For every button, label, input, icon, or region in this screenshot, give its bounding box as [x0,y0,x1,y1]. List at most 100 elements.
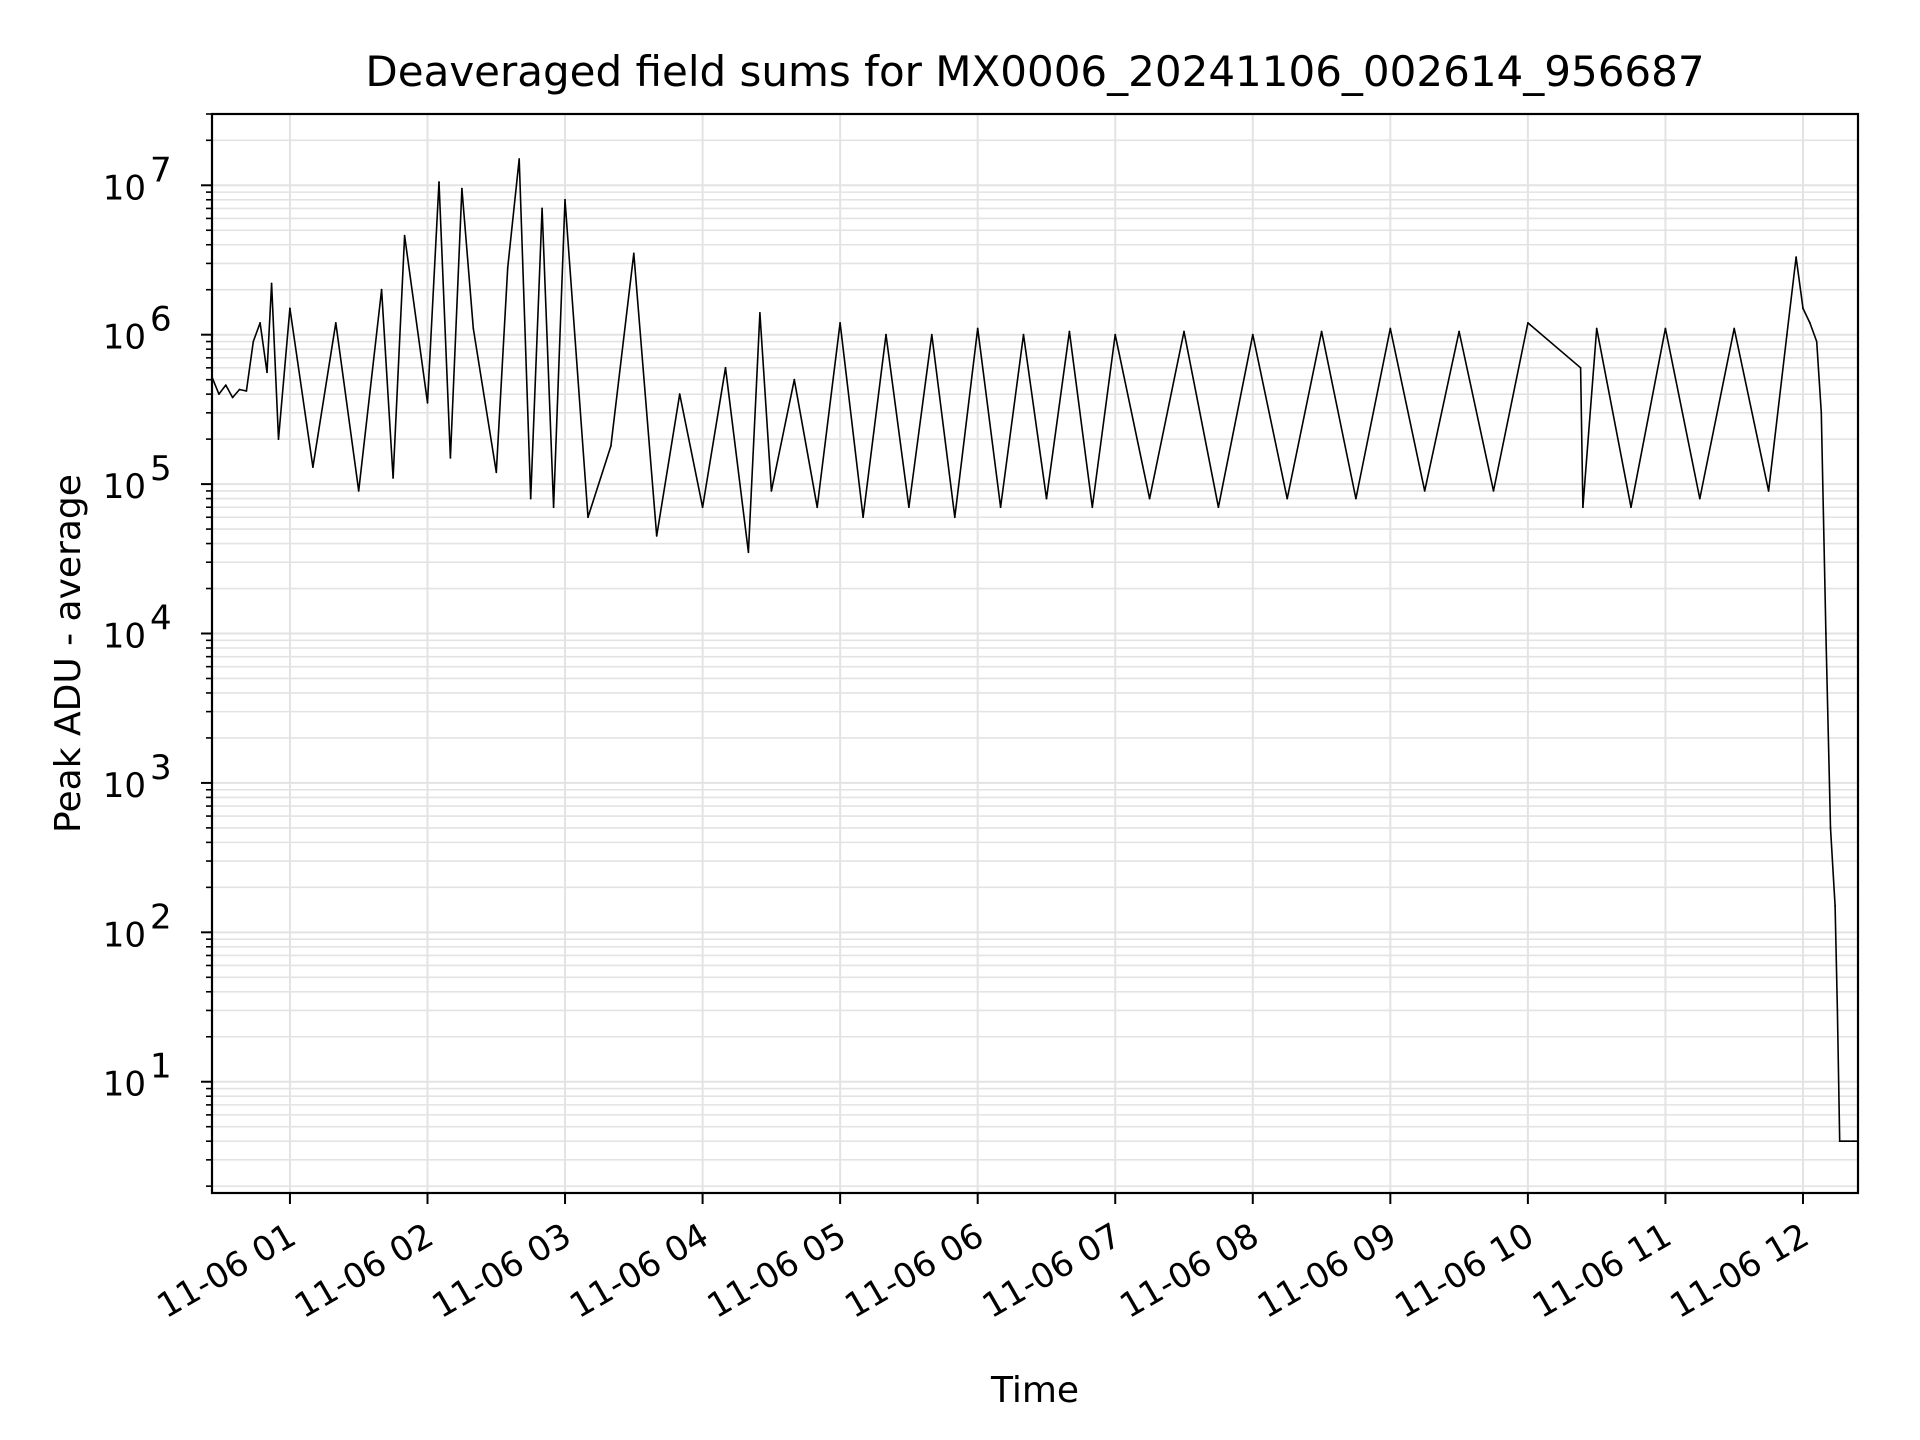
data-point [392,477,394,479]
data-point [518,158,521,160]
data-point [1527,322,1529,324]
data-point [1251,333,1254,336]
data-point [839,322,841,324]
data-point [1733,327,1736,330]
data-point [472,327,475,330]
data-point [1595,327,1598,330]
data-point [953,516,956,519]
data-point [1795,256,1797,259]
data-point [678,393,681,395]
data-point [610,445,612,447]
data-point [1355,497,1357,500]
data-point [793,378,796,381]
y-tick-label: 10 [103,766,146,806]
data-point [655,535,658,537]
data-point [506,267,509,269]
data-point [1852,1140,1855,1143]
y-tick-exponent: 7 [150,150,172,190]
data-point [1630,506,1632,509]
data-point [1068,330,1071,333]
data-point [259,322,261,324]
y-tick-label: 10 [103,915,146,955]
data-point [1664,327,1667,330]
data-point [1834,905,1836,907]
data-point [218,393,220,395]
data-point [862,516,864,519]
data-point [1809,322,1811,324]
data-point [724,366,727,369]
data-point [403,234,406,237]
data-point [461,187,463,190]
data-point [770,490,773,492]
data-point [1458,330,1460,333]
data-point [495,471,498,474]
data-point [1389,327,1392,330]
data-point [1183,330,1185,333]
data-point [908,506,910,509]
data-point [1843,1140,1846,1143]
data-point [1114,333,1117,336]
data-point [357,490,360,492]
data-point [552,506,555,509]
chart-title: Deaveraged field sums for MX0006_2024110… [365,47,1704,96]
data-point [529,497,532,500]
data-point [632,252,635,255]
plot-area [211,158,1859,1143]
data-point [759,312,761,314]
data-point [1838,1140,1841,1143]
y-tick-label: 10 [103,617,146,657]
data-point [1217,506,1220,509]
data-point [1045,497,1048,500]
data-point [238,388,241,391]
data-point [1492,490,1495,492]
data-point [334,322,337,324]
data-point [426,401,429,404]
data-point [999,506,1002,509]
y-axis-label: Peak ADU - average [48,474,89,833]
data-point [1802,307,1804,310]
y-tick-exponent: 1 [150,1047,172,1087]
data-point [587,516,589,519]
data-point [541,207,543,210]
y-tick-exponent: 2 [150,897,172,937]
y-tick-exponent: 6 [150,300,172,340]
data-point [1286,497,1289,500]
data-point [816,506,819,509]
y-tick-label: 10 [103,168,146,208]
data-point [1148,497,1151,500]
data-point [930,333,933,336]
data-point [885,333,887,336]
data-point [289,307,291,310]
data-point [380,288,383,291]
data-point [1698,497,1701,500]
data-point [1815,340,1818,343]
y-tick-exponent: 4 [150,599,172,639]
data-point [1829,827,1832,829]
y-tick-label: 10 [103,467,146,507]
data-point [1786,333,1788,336]
data-point [252,340,255,343]
data-point [438,181,440,184]
data-point [564,198,566,201]
data-point [1847,1140,1850,1143]
data-point [747,551,750,554]
data-point [245,390,248,392]
data-point [701,506,704,509]
data-point [1423,490,1426,492]
data-point [449,456,452,459]
data-point [1845,1140,1848,1143]
y-tick-label: 10 [103,318,146,358]
data-point [976,327,979,330]
data-point [224,384,227,386]
data-point [277,438,280,440]
y-tick-exponent: 3 [150,748,172,788]
y-tick-exponent: 5 [150,449,172,489]
series-line [211,158,1858,1142]
data-point [1767,490,1770,492]
data-point [1320,330,1323,333]
data-point [231,396,234,399]
data-point [1825,632,1827,635]
